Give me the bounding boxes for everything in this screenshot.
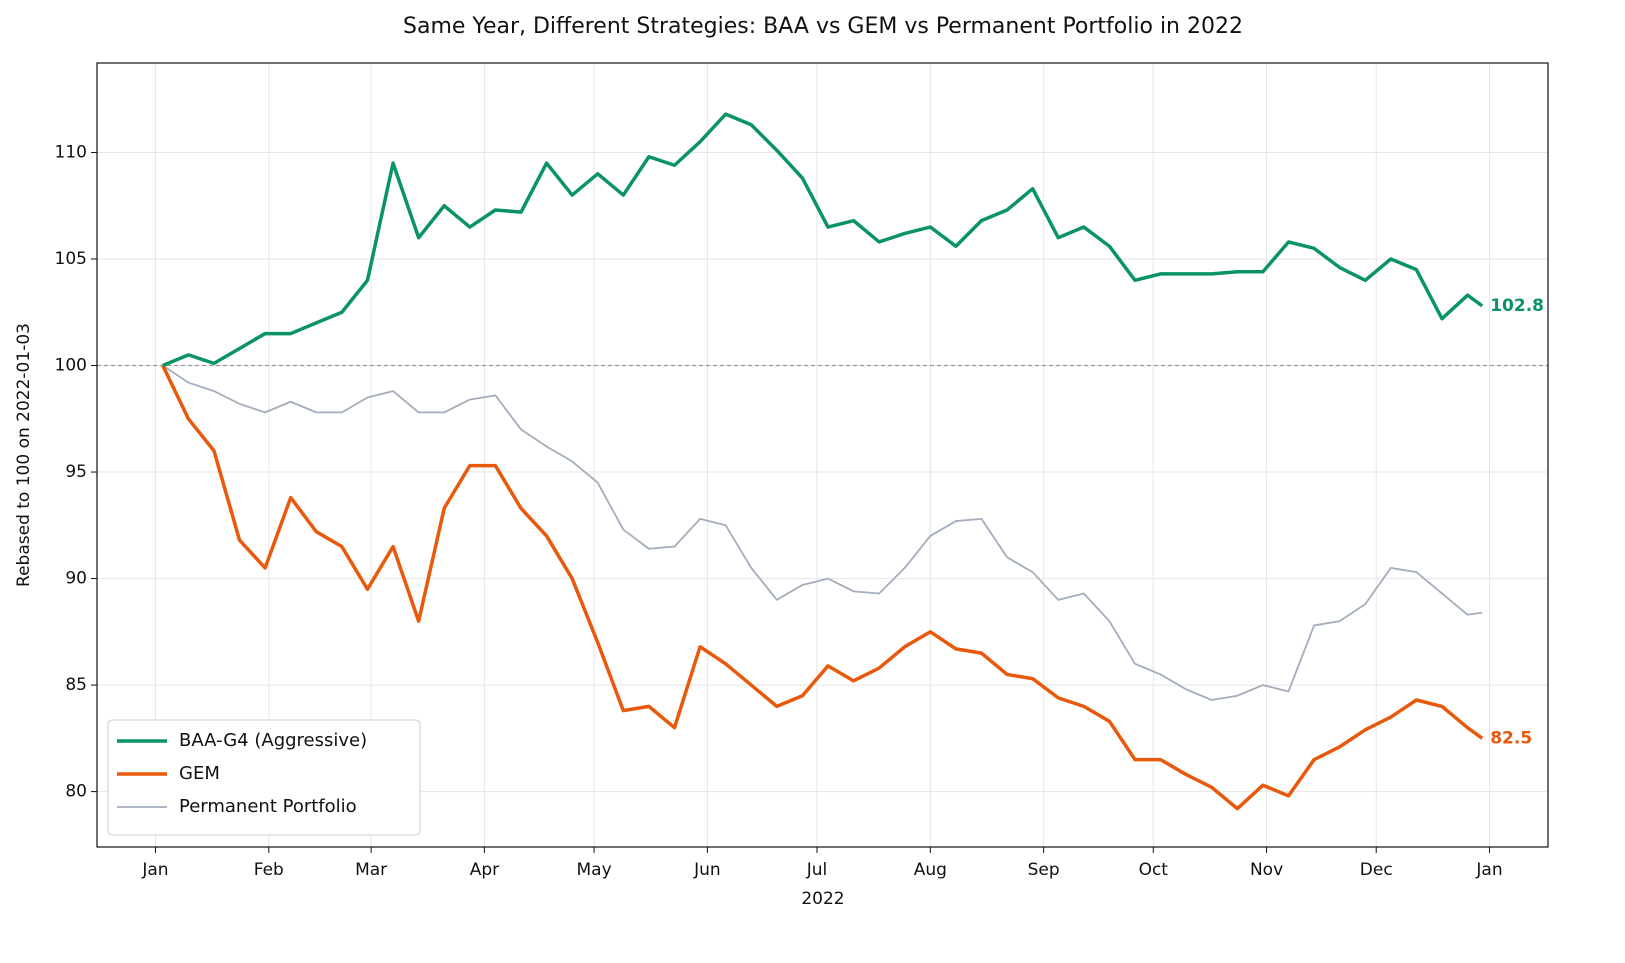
chart-title: Same Year, Different Strategies: BAA vs … [403,14,1243,39]
legend-label: Permanent Portfolio [179,796,357,817]
x-tick-label: Jun [693,860,721,880]
y-tick-label: 95 [65,462,87,482]
x-tick-label: Jul [806,860,828,880]
series-line [161,364,1484,811]
x-tick-label: Feb [254,860,284,880]
end-label: 82.5 [1490,728,1532,748]
legend-box [107,719,421,836]
x-tick-label: Jan [141,860,168,880]
x-tick-label: Dec [1360,860,1393,880]
x-tick-label: Sep [1028,860,1060,880]
y-tick-label: 80 [65,782,87,802]
legend: BAA-G4 (Aggressive) GEM Permanent Portfoli… [107,719,421,836]
x-tick-label: May [576,860,611,880]
end-label: 102.8 [1490,296,1544,316]
series-line [162,364,1483,701]
y-tick-label: 105 [55,249,87,269]
x-tick-label: Jan [1475,860,1502,880]
x-tick-label: Apr [470,860,499,880]
y-tick-label: 110 [55,142,87,162]
plot-frame [96,62,1549,848]
y-tick-label: 90 [65,569,87,589]
x-tick-label: Aug [914,860,947,880]
series-line [162,112,1484,368]
x-tick-label: Mar [355,860,387,880]
legend-label: GEM [179,763,220,784]
x-tick-label: Oct [1139,860,1169,880]
y-tick-label: 100 [55,356,87,376]
y-axis-label: Rebased to 100 on 2022-01-03 [14,323,34,587]
x-axis-label: 2022 [801,889,844,909]
y-tick-label: 85 [65,675,87,695]
legend-label: BAA-G4 (Aggressive) [179,730,367,751]
x-tick-label: Nov [1250,860,1283,880]
